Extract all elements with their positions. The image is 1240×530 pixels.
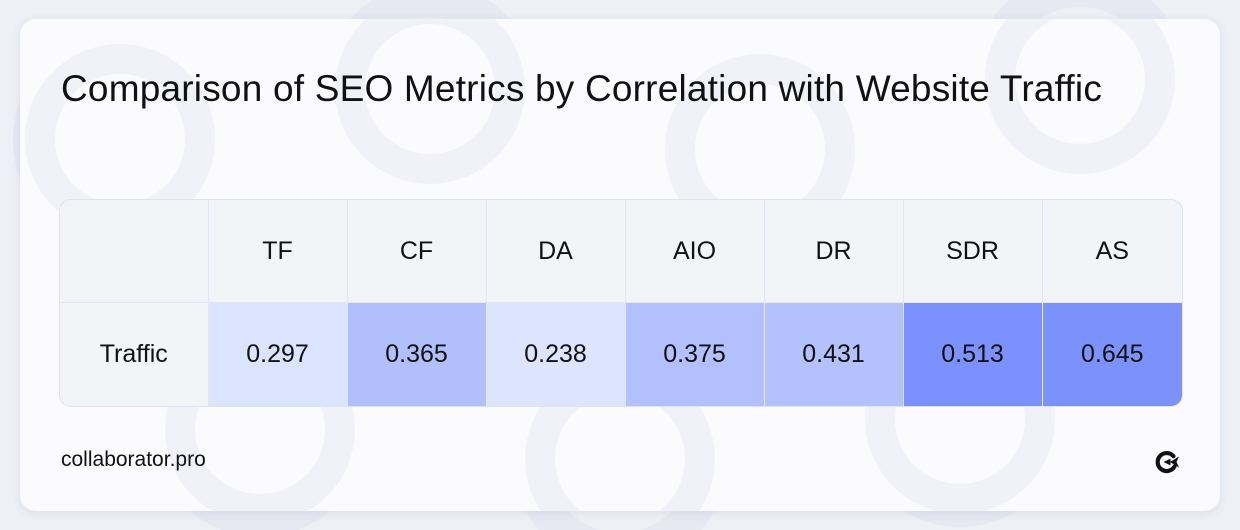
column-header-dr: DR — [764, 200, 904, 303]
chart-card: Comparison of SEO Metrics by Correlation… — [20, 19, 1220, 511]
table-row: Traffic 0.297 0.365 0.238 0.375 0.431 0.… — [60, 302, 1182, 406]
correlation-table-grid: TF CF DA AIO DR SDR AS Traffic 0.297 0.3… — [60, 200, 1182, 406]
column-header-tf: TF — [208, 200, 348, 303]
value-cell-aio: 0.375 — [625, 302, 765, 406]
chart-title: Comparison of SEO Metrics by Correlation… — [61, 68, 1103, 109]
row-label-traffic: Traffic — [60, 302, 209, 406]
column-header-aio: AIO — [625, 200, 765, 303]
column-header-cf: CF — [347, 200, 487, 303]
collaborator-logo-icon — [1155, 450, 1179, 474]
value-cell-as: 0.645 — [1042, 302, 1182, 406]
brand-text: collaborator.pro — [61, 448, 206, 471]
value-cell-tf: 0.297 — [208, 302, 348, 406]
correlation-table: TF CF DA AIO DR SDR AS Traffic 0.297 0.3… — [59, 199, 1183, 407]
column-header-da: DA — [486, 200, 626, 303]
value-cell-sdr: 0.513 — [903, 302, 1043, 406]
corner-cell — [60, 200, 209, 303]
column-header-as: AS — [1042, 200, 1182, 303]
header-row: TF CF DA AIO DR SDR AS — [60, 200, 1182, 303]
value-cell-da: 0.238 — [486, 302, 626, 406]
value-cell-dr: 0.431 — [764, 302, 904, 406]
column-header-sdr: SDR — [903, 200, 1043, 303]
value-cell-cf: 0.365 — [347, 302, 487, 406]
